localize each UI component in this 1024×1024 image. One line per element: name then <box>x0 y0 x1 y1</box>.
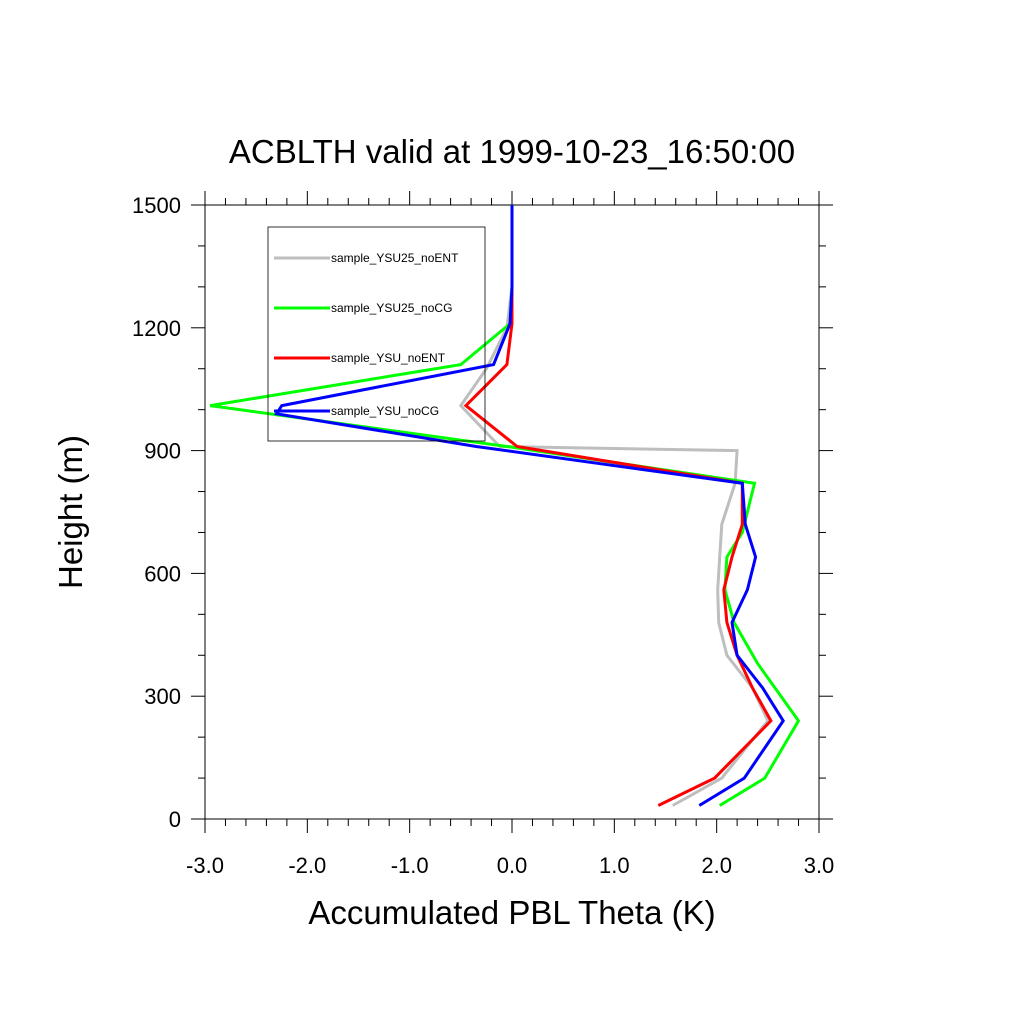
y-tick-label: 300 <box>144 684 181 709</box>
legend-label-sample_YSU_noENT: sample_YSU_noENT <box>331 351 446 365</box>
y-axis: 0 300 600 900 1200 1500 <box>132 193 833 832</box>
x-axis: -3.0 -2.0 -1.0 0.0 1.0 2.0 3.0 <box>186 191 834 878</box>
series-line-sample_YSU_noENT <box>463 205 773 807</box>
x-tick-label: -1.0 <box>391 853 429 878</box>
y-tick-label: 0 <box>169 807 181 832</box>
series-line-sample_YSU25_noCG <box>209 205 801 807</box>
y-tick-label: 600 <box>144 561 181 586</box>
y-tick-label: 900 <box>144 439 181 464</box>
x-tick-label: 2.0 <box>701 853 732 878</box>
y-tick-label: 1200 <box>132 316 181 341</box>
legend-label-sample_YSU25_noCG: sample_YSU25_noCG <box>331 301 452 315</box>
legend-box <box>267 226 486 442</box>
y-axis-label: Height (m) <box>52 435 89 589</box>
series-line-sample_YSU_noCG <box>274 205 785 807</box>
x-tick-label: 0.0 <box>497 853 528 878</box>
x-axis-label: Accumulated PBL Theta (K) <box>308 894 715 931</box>
x-tick-label: -3.0 <box>186 853 224 878</box>
y-tick-label: 1500 <box>132 193 181 218</box>
x-tick-label: 3.0 <box>804 853 835 878</box>
legend: sample_YSU25_noENT sample_YSU25_noCGsampl… <box>267 226 486 442</box>
x-tick-label: 1.0 <box>599 853 630 878</box>
series-layer <box>209 205 801 807</box>
chart-title: ACBLTH valid at 1999-10-23_16:50:00 <box>229 133 795 170</box>
legend-label-sample_YSU_noCG: sample_YSU_noCG <box>331 404 439 418</box>
legend-label-sample_YSU25_noENT: sample_YSU25_noENT <box>331 251 459 265</box>
series-line-sample_YSU25_noENT <box>458 205 770 807</box>
x-tick-label: -2.0 <box>288 853 326 878</box>
